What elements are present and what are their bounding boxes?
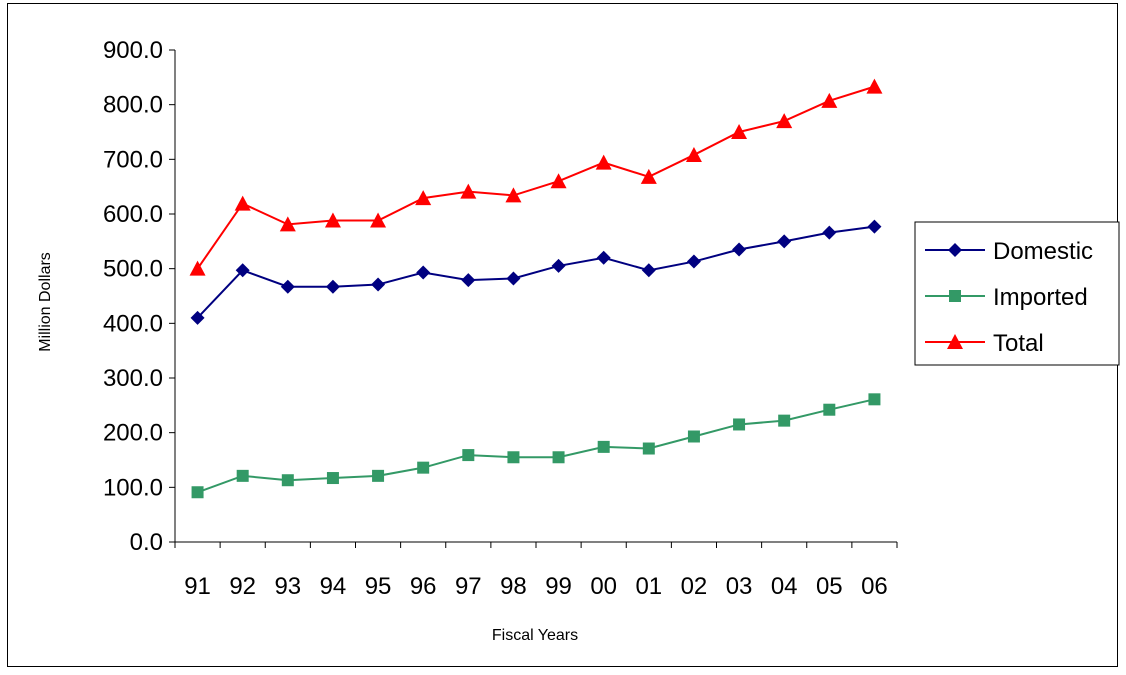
data-point-imported: [687, 430, 700, 443]
x-tick-label: 92: [229, 573, 256, 600]
data-point-imported: [372, 469, 385, 482]
data-point-domestic: [461, 273, 476, 288]
data-point-total: [460, 183, 477, 199]
x-tick-label: 91: [184, 573, 211, 600]
data-point-domestic: [280, 279, 295, 294]
y-axis-title: Million Dollars: [37, 252, 54, 352]
data-point-total: [505, 187, 522, 203]
data-point-imported: [597, 440, 610, 453]
data-point-total: [324, 212, 341, 228]
data-point-imported: [642, 442, 655, 455]
y-tick-label: 200.0: [103, 420, 163, 447]
x-tick-label: 05: [816, 573, 843, 600]
data-point-domestic: [822, 225, 837, 240]
data-point-imported: [417, 461, 430, 474]
y-tick-label: 900.0: [103, 37, 163, 64]
data-point-domestic: [506, 271, 521, 286]
series-line-total: [196, 85, 875, 270]
y-tick-label: 0.0: [130, 529, 163, 556]
legend-marker: [947, 334, 963, 349]
x-tick-label: 95: [365, 573, 392, 600]
legend-item-domestic: Domestic: [925, 238, 1093, 265]
x-tick-label: 93: [274, 573, 301, 600]
data-point-imported: [281, 474, 294, 487]
x-axis-title: Fiscal Years: [492, 627, 578, 644]
data-point-total: [279, 216, 296, 232]
x-tick-label: 98: [500, 573, 527, 600]
legend: Domestic Imported Total: [914, 221, 1120, 366]
data-point-total: [370, 212, 387, 228]
data-point-domestic: [235, 263, 250, 278]
data-point-domestic: [190, 310, 205, 325]
data-point-total: [640, 168, 657, 184]
series-layer: [189, 78, 883, 499]
data-point-imported: [236, 469, 249, 482]
x-tick-label: 01: [635, 573, 662, 600]
data-point-domestic: [371, 277, 386, 292]
x-tick-label: 94: [320, 573, 347, 600]
legend-marker: [948, 243, 962, 257]
x-tick-label: 03: [726, 573, 753, 600]
data-point-domestic: [596, 250, 611, 265]
y-tick-label: 400.0: [103, 310, 163, 337]
data-point-imported: [191, 486, 204, 499]
data-point-total: [595, 154, 612, 170]
legend-label: Domestic: [993, 238, 1093, 265]
y-tick-label: 500.0: [103, 256, 163, 283]
data-point-imported: [507, 451, 520, 464]
data-point-domestic: [777, 234, 792, 249]
data-point-domestic: [732, 242, 747, 257]
data-point-total: [731, 124, 748, 139]
data-point-total: [776, 113, 793, 129]
data-point-total: [189, 260, 206, 276]
series-imported: [191, 393, 881, 499]
legend-item-imported: Imported: [925, 284, 1088, 311]
y-tick-label: 800.0: [103, 92, 163, 119]
legend-label: Imported: [993, 284, 1088, 311]
y-tick-label: 700.0: [103, 146, 163, 173]
data-point-total: [415, 190, 432, 206]
data-point-imported: [462, 449, 475, 462]
data-point-domestic: [641, 263, 656, 278]
data-point-total: [821, 92, 838, 108]
legend-label: Total: [993, 330, 1044, 357]
data-point-imported: [552, 451, 565, 464]
axes: 0.0 100.0 200.0 300.0 400.0 500.0 600.0 700.0 80…: [103, 37, 898, 600]
data-point-domestic: [867, 219, 882, 234]
series-line-domestic: [196, 225, 875, 319]
series-total: [189, 78, 883, 276]
x-tick-label: 00: [590, 573, 617, 600]
y-tick-label: 300.0: [103, 365, 163, 392]
data-point-total: [550, 173, 567, 189]
data-point-imported: [733, 418, 746, 431]
y-tick-label: 100.0: [103, 474, 163, 501]
data-point-total: [866, 78, 883, 94]
data-point-total: [234, 195, 251, 211]
data-point-total: [685, 146, 702, 162]
legend-marker: [949, 290, 961, 302]
x-tick-label: 04: [771, 573, 798, 600]
series-domestic: [190, 219, 882, 325]
x-tick-label: 96: [410, 573, 437, 600]
data-point-imported: [823, 403, 836, 416]
data-point-domestic: [416, 265, 431, 280]
data-point-imported: [778, 414, 791, 427]
y-tick-label: 600.0: [103, 201, 163, 228]
x-tick-label: 99: [545, 573, 572, 600]
data-point-domestic: [551, 258, 566, 273]
x-tick-label: 02: [681, 573, 708, 600]
data-point-imported: [326, 472, 339, 485]
data-point-domestic: [325, 279, 340, 294]
x-tick-label: 06: [861, 573, 888, 600]
x-tick-label: 97: [455, 573, 482, 600]
data-point-domestic: [686, 254, 701, 269]
legend-item-total: Total: [925, 330, 1044, 357]
series-line-imported: [197, 398, 875, 494]
data-point-imported: [868, 393, 881, 406]
